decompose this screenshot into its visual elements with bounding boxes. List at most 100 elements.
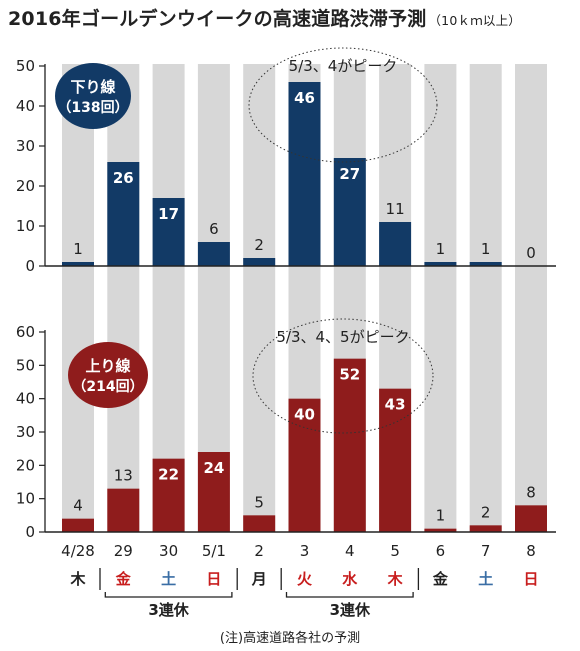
bar-up [469,525,502,532]
date-band [107,64,140,532]
y-tick-label-up: 0 [25,523,35,541]
value-label-down: 0 [526,244,536,262]
bar-down [107,162,140,266]
value-label-down: 1 [73,240,83,258]
date-band [469,64,502,532]
bar-up [243,515,276,532]
chart-title: 2016年ゴールデンウイークの高速道路渋滞予測 （10ｋｍ以上） [8,4,521,31]
value-label-up: 8 [526,483,536,501]
value-label-up: 2 [481,503,491,521]
weekday-label: 金 [432,570,449,588]
weekday-label: 木 [387,570,404,588]
peak-annotation-up: 5/3、4、5がピーク [276,328,409,346]
value-label-up: 40 [294,406,315,424]
bar-up [107,488,140,532]
date-band [62,64,94,532]
bar-up [152,458,185,532]
bar-down [243,258,276,266]
bar-up [379,388,412,532]
peak-ellipse-up [252,318,434,434]
bar-down [288,82,321,266]
weekday-label: 日 [523,570,538,588]
bar-down [197,242,230,266]
x-tick-label: 5/1 [202,542,226,560]
value-label-down: 2 [254,236,264,254]
date-band [243,64,276,532]
weekday-label: 水 [342,570,358,588]
x-tick-label: 7 [481,542,491,560]
value-label-down: 26 [113,169,134,187]
y-tick-label-down: 40 [16,97,35,115]
renkyu-bracket [285,592,414,598]
bar-down [333,158,366,266]
bar-up [62,518,94,532]
bar-up [515,505,547,532]
y-tick-label-up: 30 [16,423,35,441]
weekday-label: 土 [161,570,176,588]
value-label-up: 4 [73,497,83,515]
x-tick-label: 29 [114,542,133,560]
y-tick-label-up: 20 [16,456,35,474]
date-band [152,64,185,532]
value-label-up: 22 [158,466,179,484]
date-band [424,64,457,532]
bar-down [424,262,457,266]
renkyu-bracket [104,592,233,598]
bar-down [62,262,94,266]
x-tick-label: 6 [436,542,446,560]
x-tick-label: 2 [254,542,264,560]
y-tick-label-down: 30 [16,137,35,155]
peak-ellipse-down [248,47,438,163]
chart-title-text: 2016年ゴールデンウイークの高速道路渋滞予測 [8,8,427,30]
value-label-up: 13 [114,467,133,485]
value-label-up: 5 [254,493,264,511]
bar-down [152,198,185,266]
value-label-down: 46 [294,89,315,107]
value-label-down: 1 [436,240,446,258]
source-note: (注)高速道路各社の予測 [219,631,361,646]
weekday-label: 月 [251,570,267,588]
series-badge-down [55,63,131,129]
value-label-up: 43 [385,396,406,414]
value-label-up: 52 [339,366,360,384]
value-label-up: 24 [203,459,224,477]
series-badge-line1-down: 下り線 [70,78,115,96]
renkyu-label: 3連休 [330,601,371,619]
value-label-down: 11 [386,200,405,218]
y-tick-label-up: 10 [16,490,35,508]
y-tick-label-down: 0 [25,257,35,275]
value-label-up: 1 [436,507,446,525]
peak-annotation-down: 5/3、4がピーク [289,57,398,75]
series-badge-up [68,342,148,408]
series-badge-line1-up: 上り線 [85,357,130,375]
x-tick-label: 3 [300,542,310,560]
value-label-down: 1 [481,240,491,258]
weekday-label: 土 [478,570,493,588]
bar-down [469,262,502,266]
bar-up [424,528,457,532]
value-label-down: 27 [339,165,360,183]
weekday-label: 日 [206,570,221,588]
y-tick-label-up: 40 [16,390,35,408]
x-tick-label: 30 [159,542,178,560]
series-badge-line2-down: （138回） [57,100,128,116]
y-tick-label-up: 60 [16,323,35,341]
bar-up [197,452,230,532]
weekday-label: 木 [69,570,86,588]
value-label-down: 17 [158,205,179,223]
y-tick-label-up: 50 [16,356,35,374]
renkyu-label: 3連休 [148,601,189,619]
y-tick-label-down: 10 [16,217,35,235]
x-tick-label: 5 [390,542,400,560]
y-tick-label-down: 50 [16,57,35,75]
y-tick-label-down: 20 [16,177,35,195]
x-tick-label: 8 [526,542,536,560]
x-tick-label: 4/28 [61,542,95,560]
weekday-label: 金 [115,570,132,588]
weekday-label: 火 [297,570,313,588]
chart-title-unit: （10ｋｍ以上） [428,13,521,28]
x-tick-label: 4 [345,542,355,560]
series-badge-line2-up: （214回） [72,379,143,395]
bar-down [379,222,412,266]
